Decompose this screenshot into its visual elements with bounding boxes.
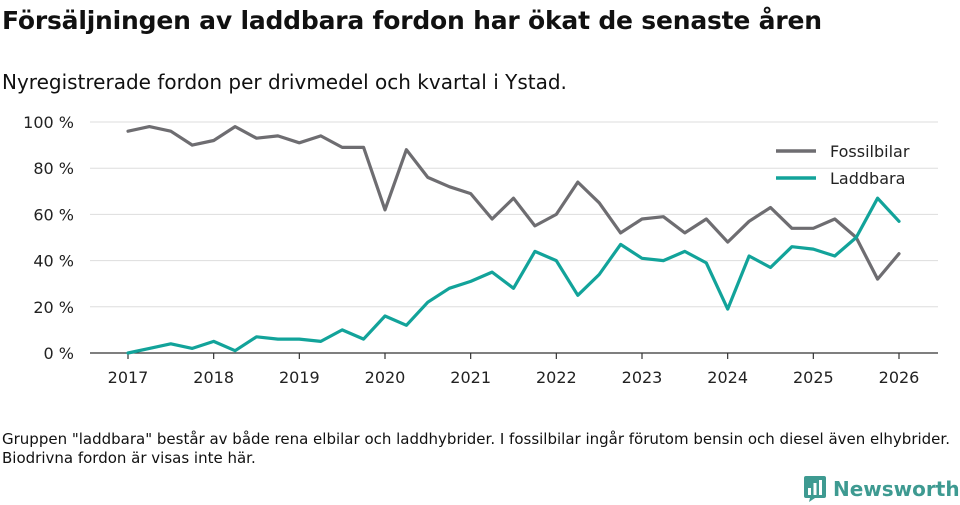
x-tick-label: 2026	[879, 368, 920, 387]
x-tick-label: 2020	[365, 368, 406, 387]
x-tick-label: 2023	[622, 368, 663, 387]
chart-subtitle: Nyregistrerade fordon per drivmedel och …	[2, 70, 567, 94]
y-tick-label: 40 %	[33, 252, 74, 271]
legend-label-laddbara: Laddbara	[830, 169, 905, 188]
x-tick-label: 2019	[279, 368, 320, 387]
x-tick-label: 2021	[450, 368, 491, 387]
legend-label-fossilbilar: Fossilbilar	[830, 142, 910, 161]
series-line-laddbara	[126, 196, 901, 355]
newsworthy-logo-text: Newsworthy	[833, 477, 960, 501]
y-tick-label: 100 %	[23, 113, 74, 132]
chart-title: Försäljningen av laddbara fordon har öka…	[2, 6, 822, 35]
x-tick-label: 2024	[707, 368, 748, 387]
y-tick-label: 0 %	[44, 344, 74, 363]
x-tick-label: 2025	[793, 368, 834, 387]
y-tick-label: 60 %	[33, 205, 74, 224]
newsworthy-logo-icon	[804, 476, 826, 502]
footnote: Gruppen "laddbara" består av både rena e…	[2, 430, 950, 467]
x-tick-label: 2018	[193, 368, 234, 387]
newsworthy-logo: Newsworthy	[803, 474, 960, 504]
x-tick-label: 2017	[108, 368, 149, 387]
series-line-fossilbilar	[126, 124, 901, 281]
x-tick-label: 2022	[536, 368, 577, 387]
y-tick-label: 80 %	[33, 159, 74, 178]
y-tick-label: 20 %	[33, 298, 74, 317]
